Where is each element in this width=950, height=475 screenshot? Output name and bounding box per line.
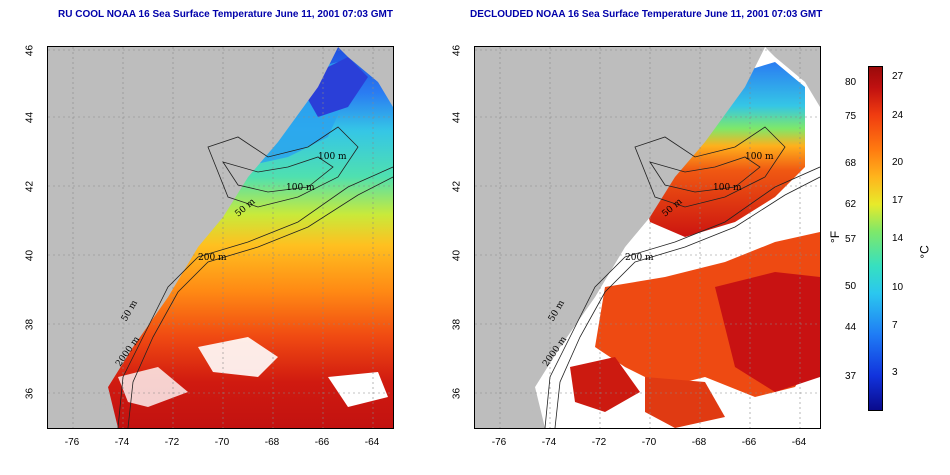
lon-tick-label: -64 (791, 437, 807, 448)
southern-patch (570, 357, 640, 412)
lon-tick-label: -74 (114, 437, 130, 448)
celsius-tick: 14 (892, 233, 904, 244)
fahrenheit-tick: 37 (845, 371, 857, 382)
graticule (48, 47, 393, 428)
northern-data-patch (630, 62, 805, 237)
lon-tick-label: -68 (691, 437, 707, 448)
land-mass (48, 47, 338, 428)
temperature-colorbar (868, 66, 883, 411)
celsius-tick: 3 (892, 367, 898, 378)
fahrenheit-tick: 75 (845, 111, 857, 122)
lat-tick-label: 44 (451, 111, 463, 124)
lat-tick-label: 38 (24, 318, 36, 331)
fahrenheit-tick: 62 (845, 199, 857, 210)
lat-tick-label: 40 (24, 249, 36, 262)
fahrenheit-tick: 57 (845, 234, 857, 245)
lat-tick-label: 44 (24, 111, 36, 124)
lat-tick-label: 46 (24, 44, 36, 57)
lon-tick-label: -64 (364, 437, 380, 448)
celsius-tick: 10 (892, 282, 904, 293)
ocean-field (108, 47, 393, 428)
nova-scotia (765, 47, 820, 107)
celsius-tick: 27 (892, 71, 904, 82)
bathymetry-contours (544, 126, 820, 428)
contour-label: 100 m (713, 183, 742, 193)
bay-of-fundy-cold (298, 57, 368, 117)
fahrenheit-unit-label: °F (828, 230, 843, 244)
lon-tick-label: -66 (741, 437, 757, 448)
raw-sst-map-image: 100 m 100 m 50 m 200 m 50 m 2000 m (48, 47, 393, 428)
lat-tick-label: 42 (451, 180, 463, 193)
celsius-unit-label: °C (917, 245, 932, 259)
lon-tick-label: -70 (214, 437, 230, 448)
lon-tick-label: -76 (491, 437, 507, 448)
contour-label: 100 m (745, 152, 774, 162)
right-map-title: DECLOUDED NOAA 16 Sea Surface Temperatur… (470, 9, 823, 20)
sw-patch (645, 377, 725, 428)
lat-tick-label: 36 (451, 387, 463, 400)
raw-sst-map[interactable]: 100 m 100 m 50 m 200 m 50 m 2000 m (47, 46, 394, 429)
celsius-tick: 7 (892, 320, 898, 331)
contour-label: 200 m (198, 253, 227, 263)
lon-tick-label: -72 (164, 437, 180, 448)
lon-tick-label: -72 (591, 437, 607, 448)
lat-tick-label: 42 (24, 180, 36, 193)
fahrenheit-tick: 80 (845, 77, 857, 88)
lat-tick-label: 40 (451, 249, 463, 262)
lat-tick-label: 46 (451, 44, 463, 57)
offshore-cloud (198, 337, 278, 377)
celsius-tick: 17 (892, 195, 904, 206)
lat-tick-label: 36 (24, 387, 36, 400)
contour-label: 200 m (625, 253, 654, 263)
warm-core-patch (715, 272, 820, 392)
lon-tick-label: -74 (541, 437, 557, 448)
land-mass (475, 47, 765, 428)
graticule (475, 47, 820, 428)
celsius-tick: 24 (892, 110, 904, 121)
lon-tick-label: -76 (64, 437, 80, 448)
contour-label: 100 m (318, 152, 347, 162)
contour-label: 100 m (286, 183, 315, 193)
nova-scotia (338, 47, 393, 107)
left-map-title: RU COOL NOAA 16 Sea Surface Temperature … (58, 9, 393, 20)
fahrenheit-tick: 44 (845, 322, 857, 333)
fahrenheit-tick: 68 (845, 158, 857, 169)
lon-tick-label: -70 (641, 437, 657, 448)
celsius-tick: 20 (892, 157, 904, 168)
lat-tick-label: 38 (451, 318, 463, 331)
fahrenheit-tick: 50 (845, 281, 857, 292)
declouded-sst-map-image: 100 m 100 m 50 m 200 m 50 m 2000 m (475, 47, 820, 428)
lon-tick-label: -66 (314, 437, 330, 448)
bathymetry-contours (117, 126, 393, 428)
declouded-sst-map[interactable]: 100 m 100 m 50 m 200 m 50 m 2000 m (474, 46, 821, 429)
lon-tick-label: -68 (264, 437, 280, 448)
